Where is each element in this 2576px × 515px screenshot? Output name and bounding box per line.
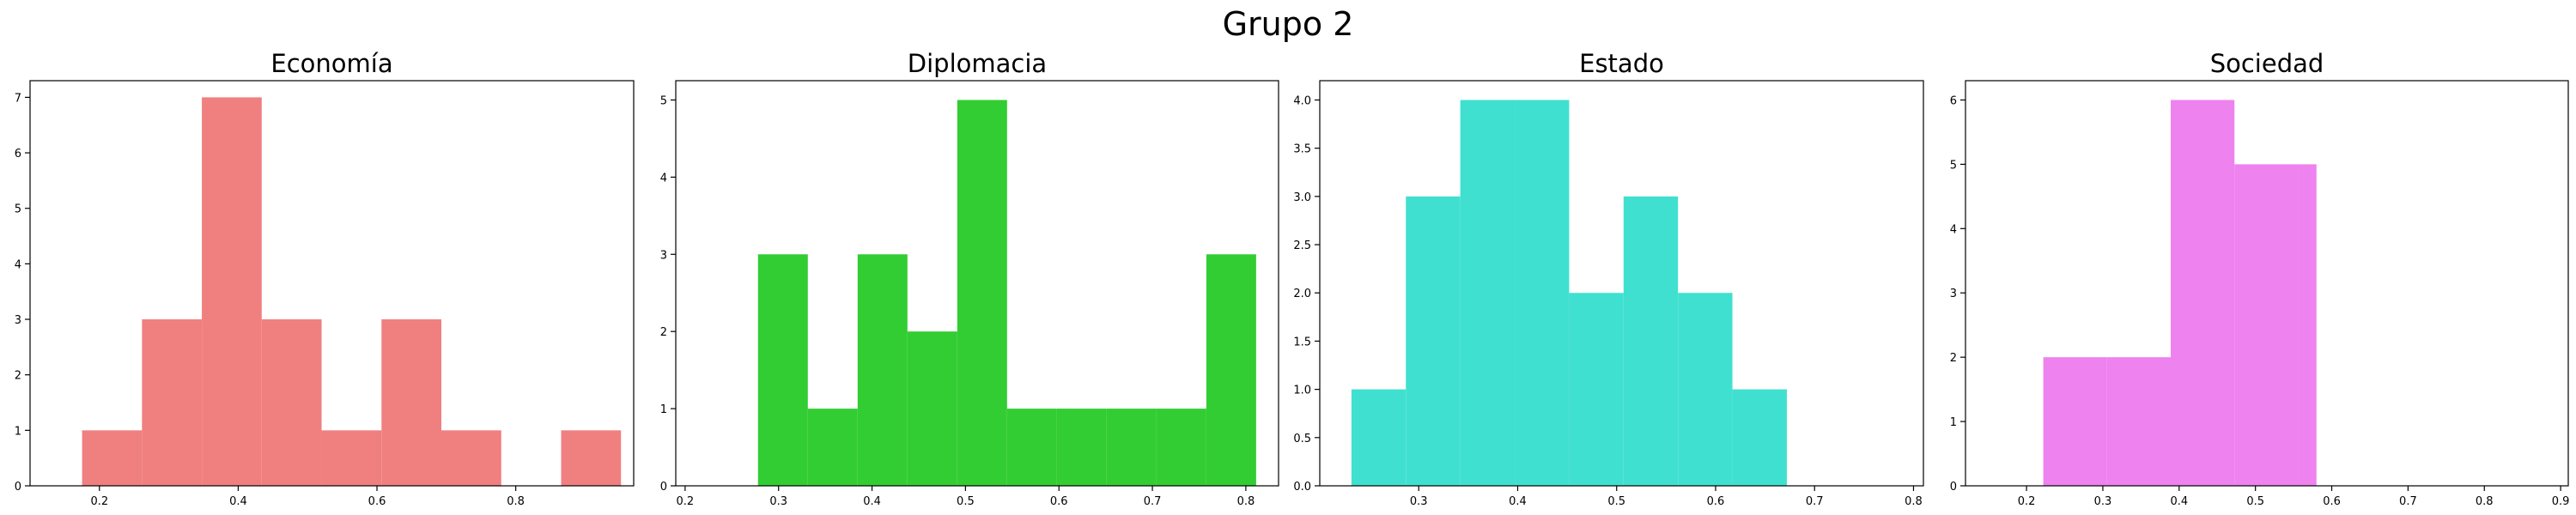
y-tick-label: 6 bbox=[1950, 94, 1957, 107]
x-tick-label: 0.4 bbox=[863, 495, 881, 508]
x-tick-label: 0.6 bbox=[2323, 495, 2341, 508]
histogram-bar-diplomacia-6 bbox=[1056, 409, 1107, 486]
y-tick-label: 0.5 bbox=[1293, 433, 1311, 445]
x-tick-label: 0.7 bbox=[1144, 495, 1162, 508]
y-tick-label: 4 bbox=[15, 258, 21, 271]
histogram-bar-diplomacia-4 bbox=[957, 100, 1007, 486]
y-tick-label: 2 bbox=[15, 370, 21, 383]
y-tick-label: 0.0 bbox=[1293, 481, 1311, 494]
x-tick-label: 0.4 bbox=[229, 495, 247, 508]
x-tick-label: 0.6 bbox=[1707, 495, 1725, 508]
y-tick-label: 5 bbox=[15, 203, 21, 216]
histogram-bar-sociedad-1 bbox=[2106, 357, 2172, 486]
y-tick-label: 4 bbox=[660, 172, 667, 185]
y-tick-label: 6 bbox=[15, 148, 21, 161]
chart-title-sociedad: Sociedad bbox=[2210, 49, 2324, 78]
x-tick-label: 0.6 bbox=[1050, 495, 1068, 508]
x-tick-label: 0.3 bbox=[2094, 495, 2112, 508]
histogram-bar-diplomacia-0 bbox=[757, 254, 808, 486]
y-tick-label: 1 bbox=[15, 425, 21, 438]
chart-panel-economia: 0.2 0.4 0.6 0.8 0 1 2 3 4 5 6 7 Economía bbox=[15, 49, 635, 508]
histogram-bar-estado-2 bbox=[1460, 100, 1516, 486]
histogram-bar-economia-8 bbox=[561, 430, 622, 486]
chart-panel-sociedad: 0.2 0.3 0.4 0.5 0.6 0.7 0.8 0.9 0 1 2 3 4 5 6 Sociedad bbox=[1950, 49, 2570, 508]
histogram-bar-estado-7 bbox=[1732, 389, 1787, 486]
y-tick-label: 3 bbox=[15, 314, 21, 327]
x-tick-label: 0.8 bbox=[1905, 495, 1923, 508]
y-tick-label: 0 bbox=[1950, 481, 1957, 494]
y-tick-label: 5 bbox=[1950, 159, 1957, 172]
histogram-bar-diplomacia-2 bbox=[857, 254, 908, 486]
histogram-bar-economia-4 bbox=[321, 430, 382, 486]
x-tick-label: 0.5 bbox=[2246, 495, 2264, 508]
y-tick-label: 0 bbox=[660, 481, 667, 494]
x-tick-label: 0.5 bbox=[1607, 495, 1625, 508]
y-tick-label: 2 bbox=[1950, 352, 1957, 365]
chart-title-economia: Economía bbox=[270, 49, 392, 78]
histogram-bar-sociedad-2 bbox=[2171, 100, 2235, 486]
x-tick-label: 0.6 bbox=[368, 495, 386, 508]
axes-frame-sociedad bbox=[1965, 80, 2569, 487]
x-tick-label: 0.3 bbox=[769, 495, 787, 508]
chart-title-diplomacia: Diplomacia bbox=[908, 49, 1047, 78]
x-tick-label: 0.2 bbox=[2018, 495, 2036, 508]
y-tick-label: 3 bbox=[1950, 288, 1957, 300]
axes-frame-diplomacia bbox=[675, 80, 1279, 487]
histogram-bar-estado-4 bbox=[1569, 293, 1624, 486]
y-tick-label: 2.0 bbox=[1293, 288, 1311, 300]
y-tick-label: 0 bbox=[15, 481, 21, 494]
histogram-bar-diplomacia-9 bbox=[1206, 254, 1256, 486]
histogram-bar-sociedad-0 bbox=[2043, 357, 2107, 486]
figure-title: Grupo 2 bbox=[1222, 5, 1354, 43]
x-tick-label: 0.3 bbox=[1410, 495, 1428, 508]
y-tick-label: 1.5 bbox=[1293, 336, 1311, 348]
histogram-bar-economia-3 bbox=[261, 319, 322, 486]
x-tick-label: 0.7 bbox=[2399, 495, 2417, 508]
histogram-bar-estado-3 bbox=[1515, 100, 1570, 486]
y-tick-label: 4 bbox=[1950, 223, 1957, 236]
y-tick-label: 1 bbox=[1950, 416, 1957, 429]
x-tick-label: 0.7 bbox=[1806, 495, 1824, 508]
y-tick-label: 7 bbox=[15, 92, 21, 105]
x-tick-label: 0.9 bbox=[2552, 495, 2570, 508]
x-tick-label: 0.4 bbox=[2170, 495, 2188, 508]
y-tick-label: 1.0 bbox=[1293, 385, 1311, 397]
axes-frame-estado bbox=[1319, 80, 1924, 487]
histogram-bar-economia-6 bbox=[441, 430, 501, 486]
histogram-bar-economia-1 bbox=[142, 319, 203, 486]
histogram-bar-estado-0 bbox=[1351, 389, 1406, 486]
histogram-bar-diplomacia-1 bbox=[807, 409, 858, 486]
x-tick-label: 0.2 bbox=[677, 495, 695, 508]
histogram-bar-economia-2 bbox=[202, 97, 262, 486]
histogram-bar-estado-1 bbox=[1406, 196, 1461, 486]
y-tick-label: 3.5 bbox=[1293, 143, 1311, 156]
x-tick-label: 0.8 bbox=[507, 495, 525, 508]
histogram-bar-diplomacia-5 bbox=[1006, 409, 1057, 486]
y-tick-label: 5 bbox=[660, 94, 667, 107]
histogram-bar-economia-0 bbox=[82, 430, 143, 486]
chart-title-estado: Estado bbox=[1579, 49, 1664, 78]
histogram-bar-economia-5 bbox=[381, 319, 442, 486]
y-tick-label: 1 bbox=[660, 403, 667, 416]
y-tick-label: 4.0 bbox=[1293, 94, 1311, 107]
histogram-bar-estado-6 bbox=[1678, 293, 1733, 486]
x-tick-label: 0.8 bbox=[2476, 495, 2494, 508]
x-tick-label: 0.5 bbox=[957, 495, 975, 508]
chart-panel-diplomacia: 0.2 0.3 0.4 0.5 0.6 0.7 0.8 0 1 2 3 4 5 Diplomacia bbox=[660, 49, 1279, 508]
x-tick-label: 0.4 bbox=[1509, 495, 1527, 508]
histogram-bar-diplomacia-3 bbox=[907, 331, 957, 486]
chart-panel-estado: 0.3 0.4 0.5 0.6 0.7 0.8 0.0 0.5 1.0 1.5 2.0 2.5 3.0 3… bbox=[1293, 49, 1924, 508]
histogram-bar-sociedad-4 bbox=[2298, 164, 2317, 486]
histogram-bar-diplomacia-8 bbox=[1156, 409, 1206, 486]
y-tick-label: 3.0 bbox=[1293, 191, 1311, 204]
x-tick-label: 0.8 bbox=[1237, 495, 1255, 508]
histogram-bar-estado-5 bbox=[1623, 196, 1679, 486]
x-tick-label: 0.2 bbox=[90, 495, 108, 508]
histogram-bar-diplomacia-7 bbox=[1106, 409, 1157, 486]
y-tick-label: 3 bbox=[660, 249, 667, 262]
y-tick-label: 2.5 bbox=[1293, 239, 1311, 252]
axes-frame-economia bbox=[29, 80, 635, 487]
y-tick-label: 2 bbox=[660, 326, 667, 339]
histogram-bar-sociedad-3 bbox=[2234, 164, 2299, 486]
